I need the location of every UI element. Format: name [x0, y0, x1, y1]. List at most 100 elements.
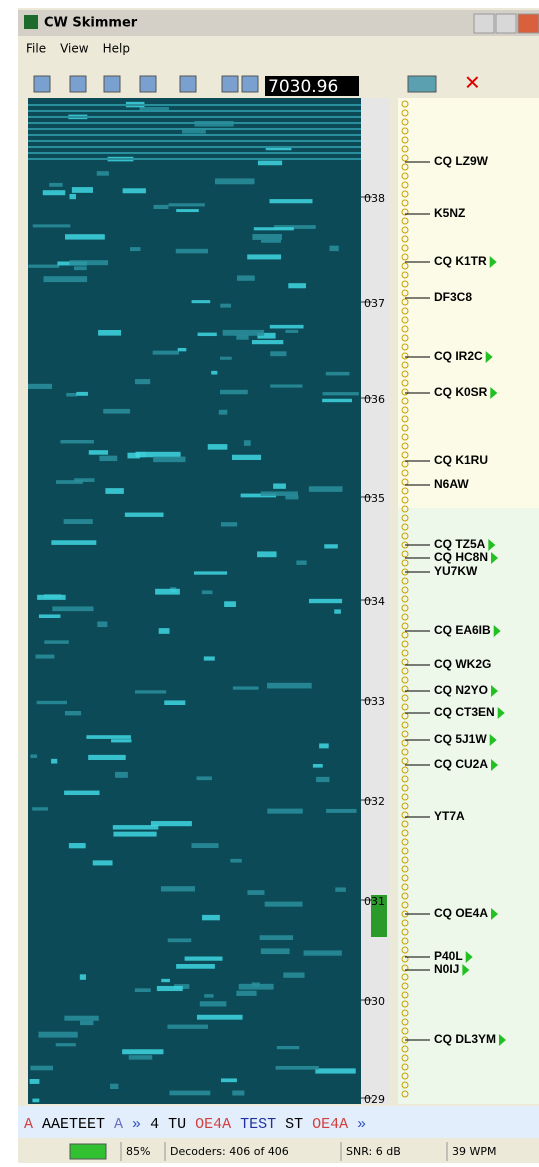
signal-streak: [304, 950, 342, 955]
noise-band: [28, 116, 361, 118]
spot-label[interactable]: YT7A: [434, 809, 465, 823]
spot-label[interactable]: K5NZ: [434, 206, 465, 220]
signal-streak: [39, 614, 61, 618]
status-field: 39 WPM: [452, 1145, 497, 1158]
signal-streak: [154, 205, 169, 209]
signal-streak: [43, 190, 65, 195]
toolbar-button[interactable]: [34, 76, 50, 92]
spot-label[interactable]: CQ N2YO: [434, 683, 488, 697]
signal-streak: [135, 379, 150, 384]
signal-streak: [233, 686, 259, 689]
signal-streak: [167, 1025, 208, 1029]
close-button[interactable]: [518, 14, 539, 33]
signal-streak: [221, 1078, 237, 1082]
signal-streak: [244, 440, 251, 446]
spot-label[interactable]: P40L: [434, 949, 463, 963]
spot-label[interactable]: CQ 5J1W: [434, 732, 487, 746]
spot-label[interactable]: CQ K0SR: [434, 385, 488, 399]
spot-label[interactable]: CQ CT3EN: [434, 705, 495, 719]
signal-streak: [247, 254, 281, 259]
spot-label[interactable]: CQ DL3YM: [434, 1032, 496, 1046]
toolbar-button[interactable]: [242, 76, 258, 92]
spot-label[interactable]: CQ IR2C: [434, 349, 483, 363]
signal-streak: [98, 330, 121, 336]
signal-streak: [261, 491, 298, 496]
signal-streak: [44, 640, 69, 643]
spot-label[interactable]: CQ OE4A: [434, 906, 488, 920]
signal-streak: [269, 199, 312, 203]
signal-streak: [136, 452, 181, 457]
page: CW Skimmer 7030.96 ✕ FileViewHelp0380370…: [0, 0, 539, 1163]
toolbar-button[interactable]: [104, 76, 120, 92]
signal-streak: [230, 859, 241, 863]
signal-streak: [69, 843, 86, 848]
spot-label[interactable]: CQ CU2A: [434, 757, 488, 771]
status-field: Decoders: 406 of 406: [170, 1145, 289, 1158]
spot-label[interactable]: CQ K1RU: [434, 453, 488, 467]
signal-streak: [220, 390, 248, 394]
noise-band: [28, 146, 361, 148]
signal-streak: [232, 1090, 244, 1095]
toolbar-button[interactable]: [222, 76, 238, 92]
spot-label[interactable]: CQ LZ9W: [434, 154, 489, 168]
spot-label[interactable]: YU7KW: [434, 564, 478, 578]
scale-label: 032: [364, 795, 385, 808]
signal-streak: [64, 1016, 98, 1021]
scale-label: 030: [364, 995, 385, 1008]
signal-streak: [76, 392, 88, 396]
signal-streak: [211, 371, 217, 375]
signal-streak: [252, 340, 283, 344]
menu-item[interactable]: View: [60, 42, 89, 56]
signal-streak: [197, 776, 212, 780]
skimmer-window: CW Skimmer 7030.96 ✕ FileViewHelp0380370…: [0, 0, 539, 1163]
signal-streak: [125, 513, 164, 517]
signal-streak: [267, 809, 302, 814]
spot-label[interactable]: CQ HC8N: [434, 550, 488, 564]
spot-label[interactable]: CQ EA6IB: [434, 623, 491, 637]
spots-panel-bottom: [398, 508, 539, 1104]
signal-streak: [32, 807, 48, 810]
signal-streak: [30, 1066, 53, 1071]
signal-streak: [273, 483, 286, 488]
signal-streak: [260, 935, 293, 940]
noise-band: [28, 122, 361, 124]
signal-streak: [219, 410, 228, 415]
toolbar-button[interactable]: [180, 76, 196, 92]
signal-streak: [202, 915, 220, 920]
frequency: 7030.96: [268, 77, 338, 97]
signal-streak: [236, 335, 248, 340]
menu-item[interactable]: Help: [103, 42, 130, 56]
toolbar-button[interactable]: [140, 76, 156, 92]
spot-label[interactable]: CQ TZ5A: [434, 537, 486, 551]
signal-streak: [197, 1015, 243, 1020]
toolbar-button[interactable]: [70, 76, 86, 92]
signal-streak: [247, 890, 264, 895]
signal-streak: [326, 372, 350, 376]
signal-streak: [288, 283, 306, 288]
minimize-button[interactable]: [474, 14, 494, 33]
signal-streak: [270, 351, 286, 356]
signal-streak: [89, 450, 108, 455]
signal-streak: [97, 171, 109, 176]
signal-streak: [93, 860, 113, 865]
signal-streak: [194, 571, 227, 574]
spot-label[interactable]: DF3C8: [434, 290, 472, 304]
spot-label[interactable]: N0IJ: [434, 962, 459, 976]
clear-spots-button[interactable]: ✕: [464, 71, 481, 95]
status-field: 85%: [126, 1145, 150, 1158]
signal-streak: [161, 886, 195, 891]
signal-streak: [237, 275, 255, 280]
decoded-token: A: [114, 1116, 123, 1133]
spot-label[interactable]: CQ WK2G: [434, 657, 491, 671]
spot-label[interactable]: CQ K1TR: [434, 254, 487, 268]
signal-streak: [97, 621, 107, 627]
maximize-button[interactable]: [496, 14, 516, 33]
signal-streak: [30, 1079, 40, 1084]
signal-streak: [326, 809, 356, 813]
spot-label[interactable]: N6AW: [434, 477, 469, 491]
spot-toolbar-button[interactable]: [408, 76, 436, 92]
signal-streak: [315, 1068, 355, 1073]
decoded-token: A: [24, 1116, 33, 1133]
menu-item[interactable]: File: [26, 42, 46, 56]
signal-streak: [122, 1049, 163, 1054]
